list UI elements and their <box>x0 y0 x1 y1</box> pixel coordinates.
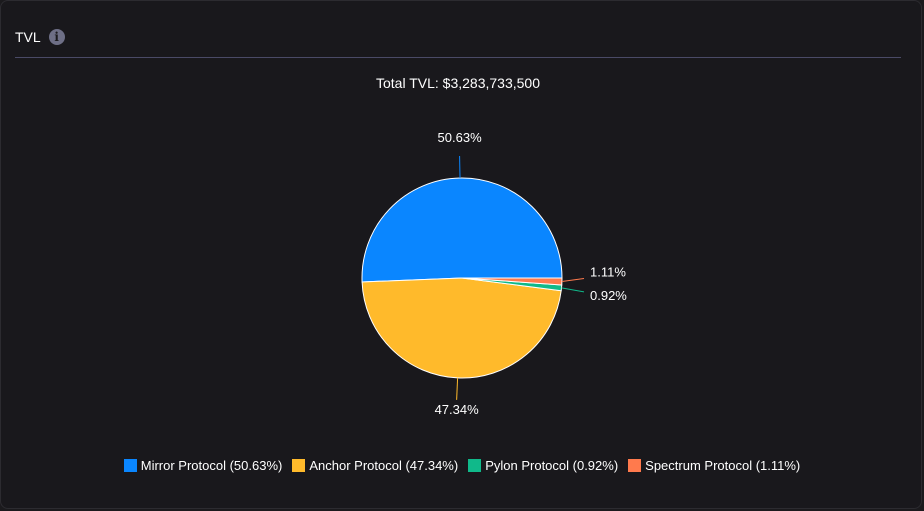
header-divider <box>15 57 901 58</box>
chart-title: Total TVL: $3,283,733,500 <box>376 75 540 91</box>
leader-line-pylon-protocol <box>561 287 585 293</box>
legend-swatch <box>123 459 137 472</box>
legend-swatch <box>628 459 642 472</box>
info-icon[interactable]: i <box>48 29 65 45</box>
chart-legend: Mirror Protocol (50.63%) Anchor Protocol … <box>0 458 924 473</box>
legend-label: Anchor Protocol (47.34%) <box>309 458 459 473</box>
legend-swatch <box>292 459 306 472</box>
data-label-spectrum-protocol: 1.11% <box>590 264 626 279</box>
legend-label: Spectrum Protocol (1.11%) <box>645 458 801 473</box>
legend-item-mirror-protocol[interactable]: Mirror Protocol (50.63%) <box>123 458 283 473</box>
card-header: TVL i <box>15 25 65 49</box>
legend-item-spectrum-protocol[interactable]: Spectrum Protocol (1.11%) <box>628 458 800 473</box>
data-label-pylon-protocol: 0.92% <box>590 288 627 303</box>
data-label-anchor-protocol: 47.34% <box>435 402 480 417</box>
legend-item-anchor-protocol[interactable]: Anchor Protocol (47.34%) <box>292 458 458 473</box>
leader-line-spectrum-protocol <box>561 277 585 282</box>
leader-line-anchor-protocol <box>456 377 459 400</box>
legend-item-pylon-protocol[interactable]: Pylon Protocol (0.92%) <box>468 458 618 473</box>
card-title: TVL <box>15 29 41 45</box>
pie-slice-mirror-protocol[interactable] <box>361 177 563 283</box>
legend-label: Pylon Protocol (0.92%) <box>485 458 619 473</box>
legend-label: Mirror Protocol (50.63%) <box>140 458 283 473</box>
data-label-mirror-protocol: 50.63% <box>438 130 483 145</box>
legend-swatch <box>468 459 482 472</box>
pie-slice-anchor-protocol[interactable] <box>361 277 562 379</box>
